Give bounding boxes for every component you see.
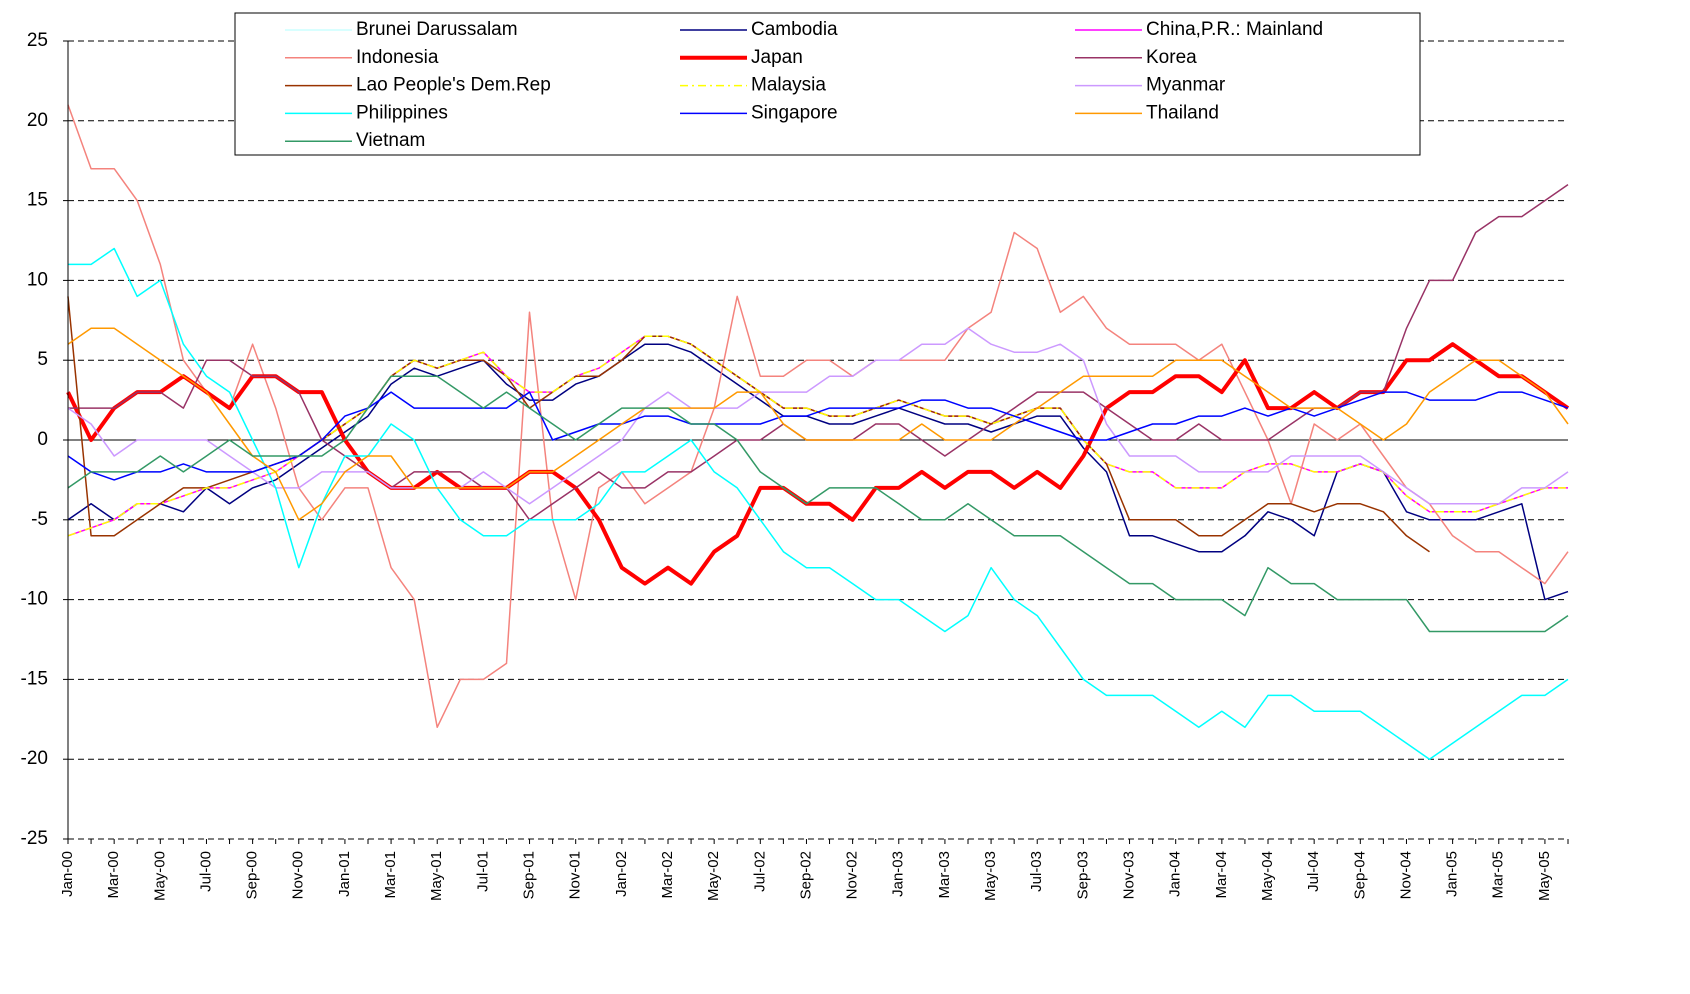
y-tick-label: 5 bbox=[37, 349, 48, 370]
series-line bbox=[67, 327, 1569, 505]
labels: -25 -20 -15 -10 -5 0 5 10 15 20 25 Jan-00 Mar-00 May-… bbox=[21, 30, 1553, 901]
legend-label: Brunei Darussalam bbox=[356, 19, 518, 40]
y-tick-label: 25 bbox=[27, 30, 48, 51]
legend-label: Japan bbox=[751, 47, 803, 68]
legend-label: China,P.R.: Mainland bbox=[1146, 19, 1323, 40]
x-tick-label: Jan-02 bbox=[613, 851, 630, 897]
y-tick-label: -5 bbox=[31, 509, 48, 530]
series-line bbox=[66, 342, 1570, 586]
legend: Brunei Darussalam Cambodia China,P.R.: Mai… bbox=[234, 12, 1421, 156]
series-line bbox=[67, 391, 1569, 481]
x-tick-label: Jan-01 bbox=[336, 851, 353, 897]
x-tick-label: Nov-01 bbox=[567, 851, 584, 899]
x-tick-label: May-00 bbox=[151, 851, 168, 901]
x-tick-label: Mar-03 bbox=[936, 851, 953, 899]
x-tick-label: Sep-02 bbox=[797, 851, 814, 899]
legend-label: Lao People's Dem.Rep bbox=[356, 75, 551, 96]
legend-label: Korea bbox=[1146, 47, 1197, 68]
x-tick-label: Mar-00 bbox=[105, 851, 122, 899]
legend-label: Singapore bbox=[751, 102, 838, 123]
x-tick-label: Jul-02 bbox=[751, 851, 768, 892]
x-tick-label: Nov-03 bbox=[1121, 851, 1138, 899]
lines bbox=[66, 104, 1570, 760]
legend-label: Vietnam bbox=[356, 130, 425, 151]
x-tick-label: Nov-00 bbox=[290, 851, 307, 899]
x-tick-label: Nov-02 bbox=[844, 851, 861, 899]
x-tick-label: Jul-03 bbox=[1028, 851, 1045, 892]
legend-label: Philippines bbox=[356, 102, 448, 123]
x-tick-label: Mar-02 bbox=[659, 851, 676, 899]
x-tick-label: Jul-01 bbox=[474, 851, 491, 892]
legend-label: Indonesia bbox=[356, 47, 439, 68]
legend-label: Thailand bbox=[1146, 102, 1219, 123]
x-tick-label: Jul-04 bbox=[1305, 851, 1322, 892]
y-tick-label: 10 bbox=[27, 269, 48, 290]
x-tick-label: Sep-00 bbox=[244, 851, 261, 899]
x-tick-label: May-05 bbox=[1536, 851, 1553, 901]
legend-label: Malaysia bbox=[751, 75, 826, 96]
y-tick-label: -25 bbox=[21, 828, 48, 849]
series-line bbox=[68, 247, 1569, 760]
y-tick-label: 20 bbox=[27, 110, 48, 131]
x-tick-label: Sep-03 bbox=[1074, 851, 1091, 899]
legend-label: Myanmar bbox=[1146, 75, 1226, 96]
y-tick-label: -20 bbox=[21, 748, 48, 769]
x-tick-label: Jan-03 bbox=[890, 851, 907, 897]
legend-box bbox=[234, 12, 1421, 156]
x-tick-label: Nov-04 bbox=[1397, 851, 1414, 899]
series-line bbox=[67, 327, 1569, 521]
x-tick-label: Mar-01 bbox=[382, 851, 399, 899]
x-tick-label: Mar-04 bbox=[1213, 851, 1230, 899]
x-tick-label: Mar-05 bbox=[1490, 851, 1507, 899]
series-line bbox=[67, 343, 1569, 601]
x-tick-label: Sep-01 bbox=[521, 851, 538, 899]
y-tick-label: -10 bbox=[21, 589, 48, 610]
series-line bbox=[67, 375, 1569, 633]
x-tick-label: May-03 bbox=[982, 851, 999, 901]
x-tick-label: May-04 bbox=[1259, 851, 1276, 901]
x-tick-label: May-02 bbox=[705, 851, 722, 901]
x-tick-label: Sep-04 bbox=[1351, 851, 1368, 899]
x-tick-label: May-01 bbox=[428, 851, 445, 901]
y-tick-label: 15 bbox=[27, 190, 48, 211]
y-tick-label: 0 bbox=[37, 429, 48, 450]
x-tick-label: Jan-04 bbox=[1167, 851, 1184, 897]
x-tick-label: Jan-05 bbox=[1444, 851, 1461, 897]
legend-label: Cambodia bbox=[751, 19, 838, 40]
x-tick-label: Jul-00 bbox=[197, 851, 214, 892]
x-tick-label: Jan-00 bbox=[59, 851, 76, 897]
y-tick-label: -15 bbox=[21, 668, 48, 689]
